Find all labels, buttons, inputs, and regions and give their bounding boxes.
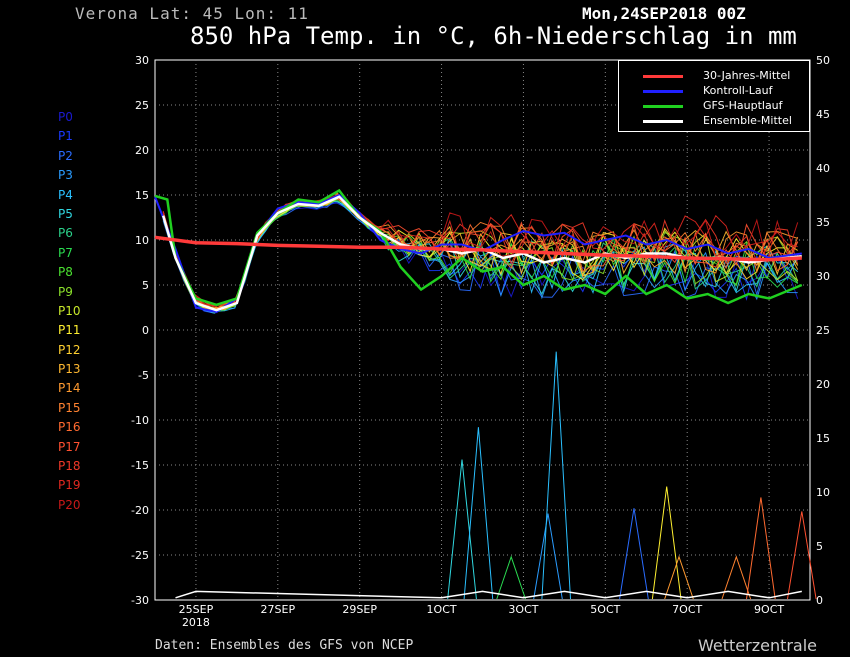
y-tick-label: 20	[135, 144, 149, 157]
station-label: Verona Lat: 45 Lon: 11	[75, 4, 309, 23]
member-line-p7	[162, 194, 798, 311]
legend: 30-Jahres-Mittel Kontroll-Lauf GFS-Hauptla…	[618, 60, 810, 132]
legend-entry-1: Kontroll-Lauf	[643, 84, 773, 98]
member-label-p8: P8	[58, 265, 73, 280]
x-tick-label: 1OCT	[427, 603, 457, 616]
y2-tick-label: 30	[816, 270, 830, 283]
precip-peak-6	[651, 486, 682, 600]
precip-peak-7	[664, 555, 694, 600]
y2-tick-label: 5	[816, 540, 823, 553]
x-tick-sublabel: 2018	[182, 616, 210, 629]
legend-swatch	[643, 74, 683, 78]
legend-entry-0: 30-Jahres-Mittel	[643, 69, 790, 83]
y2-tick-label: 35	[816, 216, 830, 229]
y-tick-label: -10	[131, 414, 149, 427]
member-label-p20: P20	[58, 497, 81, 512]
run-time: Mon,24SEP2018 00Z	[582, 4, 746, 23]
member-line-p12	[162, 196, 798, 311]
y-tick-label: 15	[135, 189, 149, 202]
y-tick-label: -15	[131, 459, 149, 472]
y-tick-label: -20	[131, 504, 149, 517]
member-line-p10	[162, 196, 799, 311]
y2-tick-label: 0	[816, 594, 823, 607]
precip-peak-9	[746, 497, 776, 600]
member-label-p4: P4	[58, 187, 73, 202]
precip-peak-5	[619, 508, 649, 600]
legend-swatch	[643, 89, 683, 93]
member-label-p0: P0	[58, 110, 73, 124]
x-tick-label: 25SEP	[179, 603, 214, 616]
x-tick-label: 3OCT	[508, 603, 538, 616]
y-tick-label: 10	[135, 234, 149, 247]
member-label-p17: P17	[58, 439, 81, 454]
precip-mean-line	[175, 590, 802, 599]
member-line-p20	[162, 197, 799, 308]
y2-tick-label: 10	[816, 486, 830, 499]
member-label-p13: P13	[58, 362, 81, 377]
y-tick-label: 5	[142, 279, 149, 292]
precip-peak-8	[721, 555, 752, 600]
member-line-p15	[162, 197, 799, 310]
y-tick-label: -5	[138, 369, 149, 382]
y2-tick-label: 15	[816, 432, 830, 445]
member-label-p10: P10	[58, 303, 81, 318]
climate-mean-line	[154, 235, 802, 262]
member-label-p19: P19	[58, 478, 81, 493]
x-tick-label: 27SEP	[261, 603, 296, 616]
member-line-p11	[162, 197, 799, 311]
data-source: Daten: Ensembles des GFS von NCEP	[155, 638, 414, 653]
x-tick-label: 9OCT	[754, 603, 784, 616]
y-tick-label: -25	[131, 549, 149, 562]
chart-title: 850 hPa Temp. in °C, 6h-Niederschlag in …	[190, 22, 797, 50]
member-label-p5: P5	[58, 206, 73, 221]
y2-tick-label: 45	[816, 108, 830, 121]
member-label-p3: P3	[58, 168, 73, 183]
member-label-p11: P11	[58, 323, 81, 338]
legend-entry-3: Ensemble-Mittel	[643, 114, 792, 128]
precip-peak-10	[787, 511, 817, 600]
precip-peak-2	[496, 555, 526, 600]
y2-tick-label: 25	[816, 324, 830, 337]
y2-tick-label: 20	[816, 378, 830, 391]
precip-peak-0	[447, 459, 477, 600]
y2-tick-label: 50	[816, 54, 830, 67]
member-list: P0 P1 P2 P3 P4 P5 P6 P7 P8 P9 P10 P11 P12 P13 P14 P15 P1…	[58, 110, 81, 517]
x-tick-label: 5OCT	[590, 603, 620, 616]
legend-entry-2: GFS-Hauptlauf	[643, 99, 783, 113]
member-line-p9	[162, 198, 799, 310]
x-tick-label: 7OCT	[672, 603, 702, 616]
x-tick-label: 29SEP	[342, 603, 377, 616]
member-label-p2: P2	[58, 148, 73, 163]
legend-label: Kontroll-Lauf	[703, 84, 773, 97]
y-tick-label: 30	[135, 54, 149, 67]
legend-label: 30-Jahres-Mittel	[703, 69, 791, 82]
legend-label: GFS-Hauptlauf	[703, 99, 783, 112]
member-label-p16: P16	[58, 420, 81, 435]
y2-tick-label: 40	[816, 162, 830, 175]
y-tick-label: -30	[131, 594, 149, 607]
brand-label: Wetterzentrale	[698, 636, 818, 655]
member-label-p7: P7	[58, 245, 73, 260]
member-label-p12: P12	[58, 342, 81, 357]
precip-peak-1	[463, 427, 494, 600]
member-label-p14: P14	[58, 381, 81, 396]
member-label-p18: P18	[58, 459, 81, 474]
y-tick-label: 0	[142, 324, 149, 337]
precip-peak-4	[541, 351, 571, 600]
legend-label: Ensemble-Mittel	[703, 114, 792, 127]
member-label-p15: P15	[58, 400, 81, 415]
legend-swatch	[643, 119, 683, 123]
legend-swatch	[643, 104, 683, 108]
member-label-p9: P9	[58, 284, 73, 299]
precip-peak-3	[533, 513, 563, 600]
member-line-p17	[162, 198, 799, 306]
member-label-p6: P6	[58, 226, 73, 241]
y-tick-label: 25	[135, 99, 149, 112]
member-label-p1: P1	[58, 129, 73, 144]
